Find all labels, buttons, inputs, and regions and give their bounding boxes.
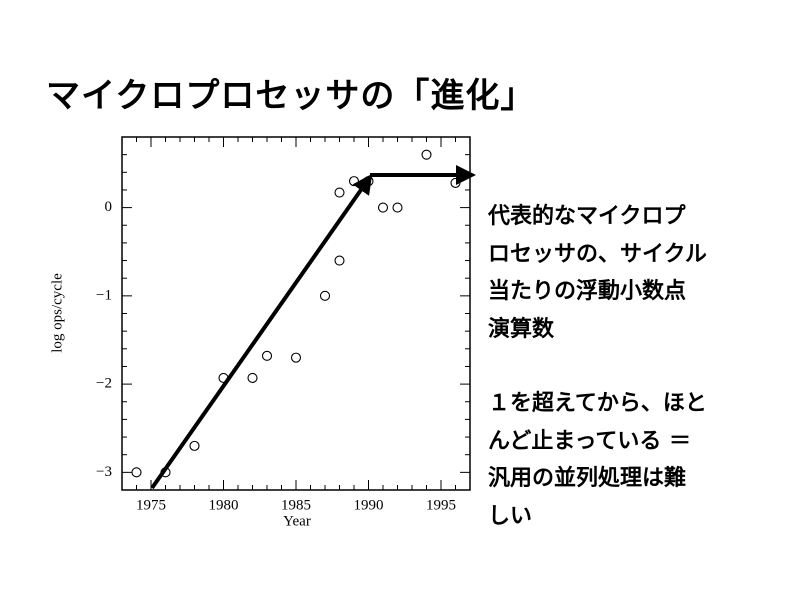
data-point xyxy=(189,440,200,451)
y-axis-label: log ops/cycle xyxy=(49,273,65,353)
note-line: んど止まっている ＝ xyxy=(488,428,692,454)
slide-title: マイクロプロセッサの「進化」 xyxy=(46,76,536,116)
x-tick-label: 1980 xyxy=(209,497,239,513)
trend-arrow xyxy=(150,173,373,490)
notes: 代表的なマイクロプ ロセッサの、サイクル 当たりの浮動小数点 演算数 １を超えてから、ほ… xyxy=(488,198,707,535)
data-point xyxy=(450,177,461,188)
note-line: しい xyxy=(488,503,533,529)
data-point xyxy=(421,149,432,160)
data-point xyxy=(348,176,360,187)
y-tick-label: 0 xyxy=(105,199,113,215)
data-point xyxy=(290,352,302,363)
note-line: 汎用の並列処理は難 xyxy=(488,466,687,491)
data-point xyxy=(334,187,345,198)
data-point xyxy=(131,467,142,478)
x-tick-label: 1990 xyxy=(354,497,384,513)
x-axis-label: Year xyxy=(283,513,311,529)
data-point xyxy=(160,467,171,478)
note-line: １を超えてから、ほと xyxy=(488,391,707,416)
note-line: 演算数 xyxy=(488,316,555,342)
y-tick-label: −1 xyxy=(96,287,112,303)
x-tick-label: 1975 xyxy=(136,497,166,513)
y-tick-label: −3 xyxy=(96,464,112,480)
data-point xyxy=(247,372,258,383)
data-point xyxy=(319,290,331,301)
data-point xyxy=(377,202,389,213)
x-tick-label: 1995 xyxy=(426,497,456,513)
x-tick-label: 1985 xyxy=(281,497,311,513)
data-point xyxy=(218,372,229,383)
note-line: 当たりの浮動小数点 xyxy=(488,279,687,304)
data-point xyxy=(261,350,273,361)
data-point xyxy=(363,176,374,187)
plot-frame xyxy=(121,136,471,491)
data-point xyxy=(334,255,345,266)
data-point xyxy=(392,202,403,213)
note-line: ロセッサの、サイクル xyxy=(488,241,707,267)
note-line: 代表的なマイクロプ xyxy=(488,204,686,229)
y-tick-label: −2 xyxy=(96,376,112,392)
